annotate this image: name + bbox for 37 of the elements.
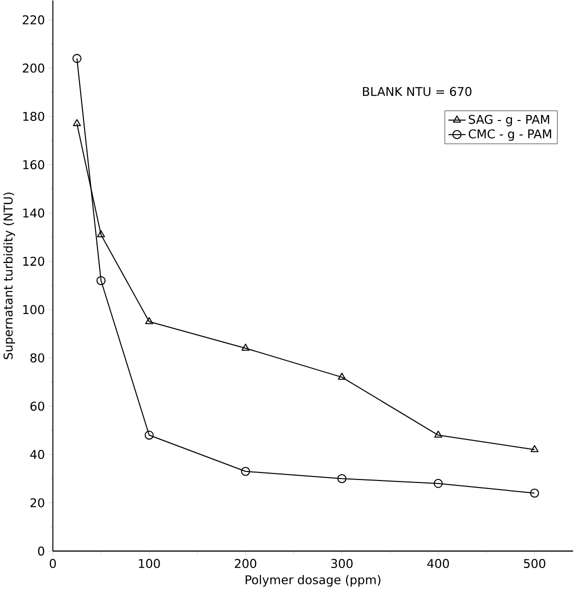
x-axis-title: Polymer dosage (ppm) [246,574,381,587]
y-tick-label: 140 [23,208,44,218]
y-tick-label: 0 [38,546,44,556]
annotation: BLANK NTU = 670 [363,86,472,96]
legend-label: CMC - g - PAM [468,129,552,141]
y-tick-label: 100 [23,305,44,314]
x-tick-label: 200 [235,558,256,568]
x-tick-label: 500 [524,558,546,568]
point [434,478,443,488]
y-tick-label: 80 [30,353,44,362]
y-tick-label: 40 [30,450,44,460]
y-tick-label: 20 [30,498,44,508]
legend-label: SAG - g - PAM [469,114,550,126]
x-tick-label: 300 [331,558,353,568]
y-tick-label: 220 [23,15,44,24]
y-tick-label: 60 [30,402,44,411]
point [241,466,250,476]
point [144,430,154,440]
x-tick-label: 0 [50,558,56,568]
point [530,488,540,498]
point [96,276,106,286]
point [72,54,82,63]
x-tick-label: 100 [139,558,160,568]
point [530,445,539,452]
point [338,372,346,380]
y-tick-label: 120 [23,256,44,266]
point [73,119,82,126]
y-tick-label: 160 [23,160,44,170]
y-axis-title: Supernatant turbidity (NTU) [4,192,16,360]
point [145,317,154,324]
point [242,344,250,351]
x-tick-label: 400 [427,558,450,568]
point [338,474,347,484]
y-tick-label: 180 [23,112,44,121]
point [97,230,106,238]
y-tick-label: 200 [23,64,44,73]
point [434,430,442,438]
